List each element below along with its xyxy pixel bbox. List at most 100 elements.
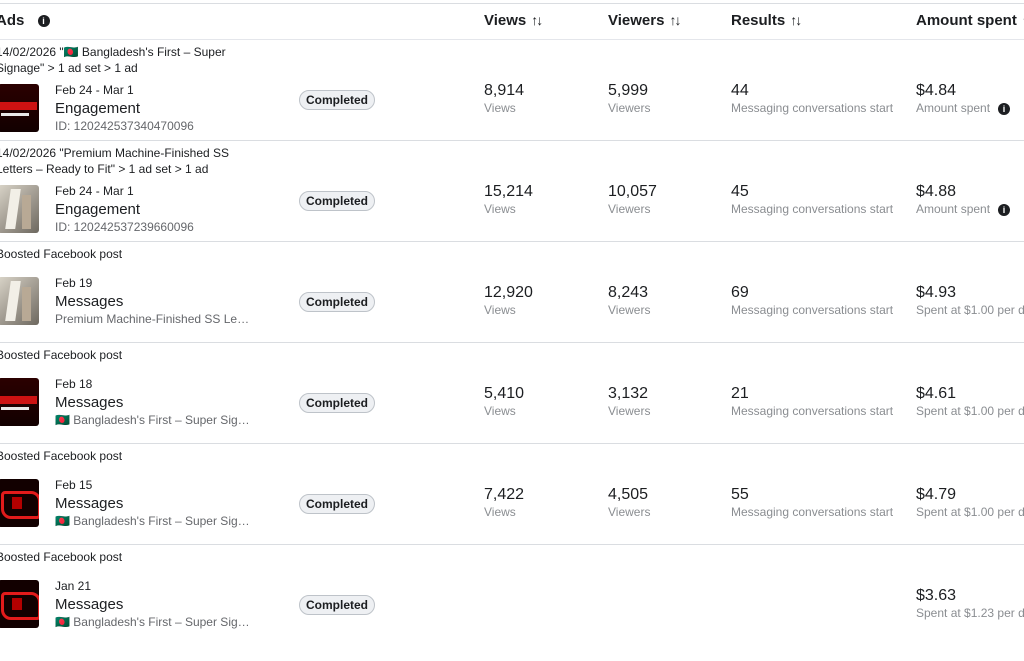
sort-icon[interactable]: ↑↓	[790, 12, 802, 28]
table-row[interactable]: Boosted Facebook post Jan 21 Messages 🇧🇩…	[0, 545, 1024, 661]
ad-thumbnail[interactable]	[0, 84, 39, 132]
amount-label: Amount spent	[916, 101, 991, 115]
ad-name[interactable]: Boosted Facebook post	[0, 247, 123, 261]
sort-icon[interactable]: ↑↓	[531, 12, 543, 28]
amount-label: Spent at $1.00 per day	[916, 505, 1024, 519]
column-viewers-label: Viewers	[608, 12, 665, 29]
views-cell: 7,422 Views	[484, 486, 524, 519]
results-value: 44	[731, 82, 749, 99]
ad-objective: Messages	[55, 394, 124, 411]
viewers-label: Viewers	[608, 303, 651, 317]
viewers-value: 10,057	[608, 183, 657, 200]
amount-cell: $4.84 Amount spent i	[916, 82, 1011, 115]
amount-cell: $4.93 Spent at $1.00 per day	[916, 284, 1024, 317]
column-viewers[interactable]: Viewers ↑↓	[608, 12, 681, 29]
ad-objective: Engagement	[55, 201, 141, 218]
column-amount-spent[interactable]: Amount spent ↑↓	[916, 12, 1024, 29]
views-label: Views	[484, 303, 516, 317]
viewers-value: 5,999	[608, 82, 649, 99]
post-title[interactable]: 🇧🇩 Bangladesh's First – Super Sig…	[55, 615, 250, 629]
viewers-value: 4,505	[608, 486, 649, 503]
ad-thumbnail[interactable]	[0, 479, 39, 527]
post-title[interactable]: Premium Machine-Finished SS Le…	[55, 312, 250, 326]
results-cell: 21 Messaging conversations start	[731, 385, 893, 418]
ad-thumbnail[interactable]	[0, 580, 39, 628]
amount-cell: $4.88 Amount spent i	[916, 183, 1011, 216]
status-badge: Completed	[299, 90, 376, 110]
results-value: 55	[731, 486, 749, 503]
amount-value: $4.93	[916, 284, 957, 301]
status-badge: Completed	[299, 191, 376, 211]
ad-name[interactable]: 14/02/2026 "Premium Machine-Finished SS …	[0, 146, 230, 176]
table-row[interactable]: Boosted Facebook post Feb 15 Messages 🇧🇩…	[0, 444, 1024, 545]
status-badge: Completed	[299, 595, 376, 615]
ad-thumbnail[interactable]	[0, 185, 39, 233]
ad-name[interactable]: Boosted Facebook post	[0, 550, 123, 564]
results-value: 21	[731, 385, 749, 402]
ad-date: Feb 24 - Mar 1	[55, 184, 134, 198]
results-cell: 55 Messaging conversations start	[731, 486, 893, 519]
views-value: 8,914	[484, 82, 525, 99]
table-row[interactable]: Boosted Facebook post Feb 18 Messages 🇧🇩…	[0, 343, 1024, 444]
results-label: Messaging conversations start	[731, 101, 894, 115]
column-ads[interactable]: Ads i	[0, 12, 50, 29]
results-cell: 69 Messaging conversations start	[731, 284, 893, 317]
ad-id: ID: 120242537340470096	[55, 119, 194, 133]
amount-cell: $4.79 Spent at $1.00 per day	[916, 486, 1024, 519]
ad-name[interactable]: Boosted Facebook post	[0, 449, 123, 463]
status-badge: Completed	[299, 494, 376, 514]
views-cell: 12,920 Views	[484, 284, 533, 317]
ad-date: Jan 21	[55, 579, 92, 593]
ad-thumbnail[interactable]	[0, 277, 39, 325]
views-label: Views	[484, 404, 516, 418]
results-cell: 45 Messaging conversations start	[731, 183, 893, 216]
ad-id: ID: 120242537239660096	[55, 220, 194, 234]
viewers-cell: 8,243 Viewers	[608, 284, 650, 317]
top-divider	[0, 3, 1024, 4]
table-row[interactable]: 14/02/2026 "Premium Machine-Finished SS …	[0, 141, 1024, 242]
column-results-label: Results	[731, 12, 786, 29]
amount-label: Spent at $1.23 per day	[916, 606, 1024, 620]
views-cell: 8,914 Views	[484, 82, 524, 115]
info-icon[interactable]: i	[37, 15, 50, 28]
ad-thumbnail[interactable]	[0, 378, 39, 426]
amount-value: $3.63	[916, 587, 957, 604]
results-cell: 44 Messaging conversations start	[731, 82, 893, 115]
ad-objective: Engagement	[55, 100, 141, 117]
post-title[interactable]: 🇧🇩 Bangladesh's First – Super Sig…	[55, 413, 250, 427]
results-label: Messaging conversations start	[731, 202, 894, 216]
status-badge: Completed	[299, 292, 376, 312]
results-label: Messaging conversations start	[731, 505, 894, 519]
views-value: 15,214	[484, 183, 533, 200]
ad-name[interactable]: Boosted Facebook post	[0, 348, 123, 362]
ad-date: Feb 24 - Mar 1	[55, 83, 134, 97]
results-label: Messaging conversations start	[731, 404, 894, 418]
table-row[interactable]: 14/02/2026 "🇧🇩 Bangladesh's First – Supe…	[0, 40, 1024, 141]
ad-date: Feb 18	[55, 377, 93, 391]
sort-icon[interactable]: ↑↓	[1022, 12, 1024, 28]
ad-date: Feb 19	[55, 276, 93, 290]
viewers-cell: 4,505 Viewers	[608, 486, 650, 519]
info-icon[interactable]: i	[998, 203, 1011, 216]
views-cell: 15,214 Views	[484, 183, 533, 216]
column-results[interactable]: Results ↑↓	[731, 12, 802, 29]
ad-name[interactable]: 14/02/2026 "🇧🇩 Bangladesh's First – Supe…	[0, 45, 226, 75]
views-cell: 5,410 Views	[484, 385, 524, 418]
column-amount-label: Amount spent	[916, 12, 1017, 29]
viewers-label: Viewers	[608, 505, 651, 519]
post-title[interactable]: 🇧🇩 Bangladesh's First – Super Sig…	[55, 514, 250, 528]
column-views[interactable]: Views ↑↓	[484, 12, 543, 29]
viewers-cell: 3,132 Viewers	[608, 385, 650, 418]
info-icon[interactable]: i	[998, 102, 1011, 115]
table-row[interactable]: Boosted Facebook post Feb 19 Messages Pr…	[0, 242, 1024, 343]
views-label: Views	[484, 505, 516, 519]
results-value: 69	[731, 284, 749, 301]
results-label: Messaging conversations start	[731, 303, 894, 317]
amount-value: $4.79	[916, 486, 957, 503]
views-value: 7,422	[484, 486, 525, 503]
amount-value: $4.84	[916, 82, 957, 99]
ad-date: Feb 15	[55, 478, 93, 492]
amount-label: Spent at $1.00 per day	[916, 404, 1024, 418]
views-value: 12,920	[484, 284, 533, 301]
sort-icon[interactable]: ↑↓	[669, 12, 681, 28]
